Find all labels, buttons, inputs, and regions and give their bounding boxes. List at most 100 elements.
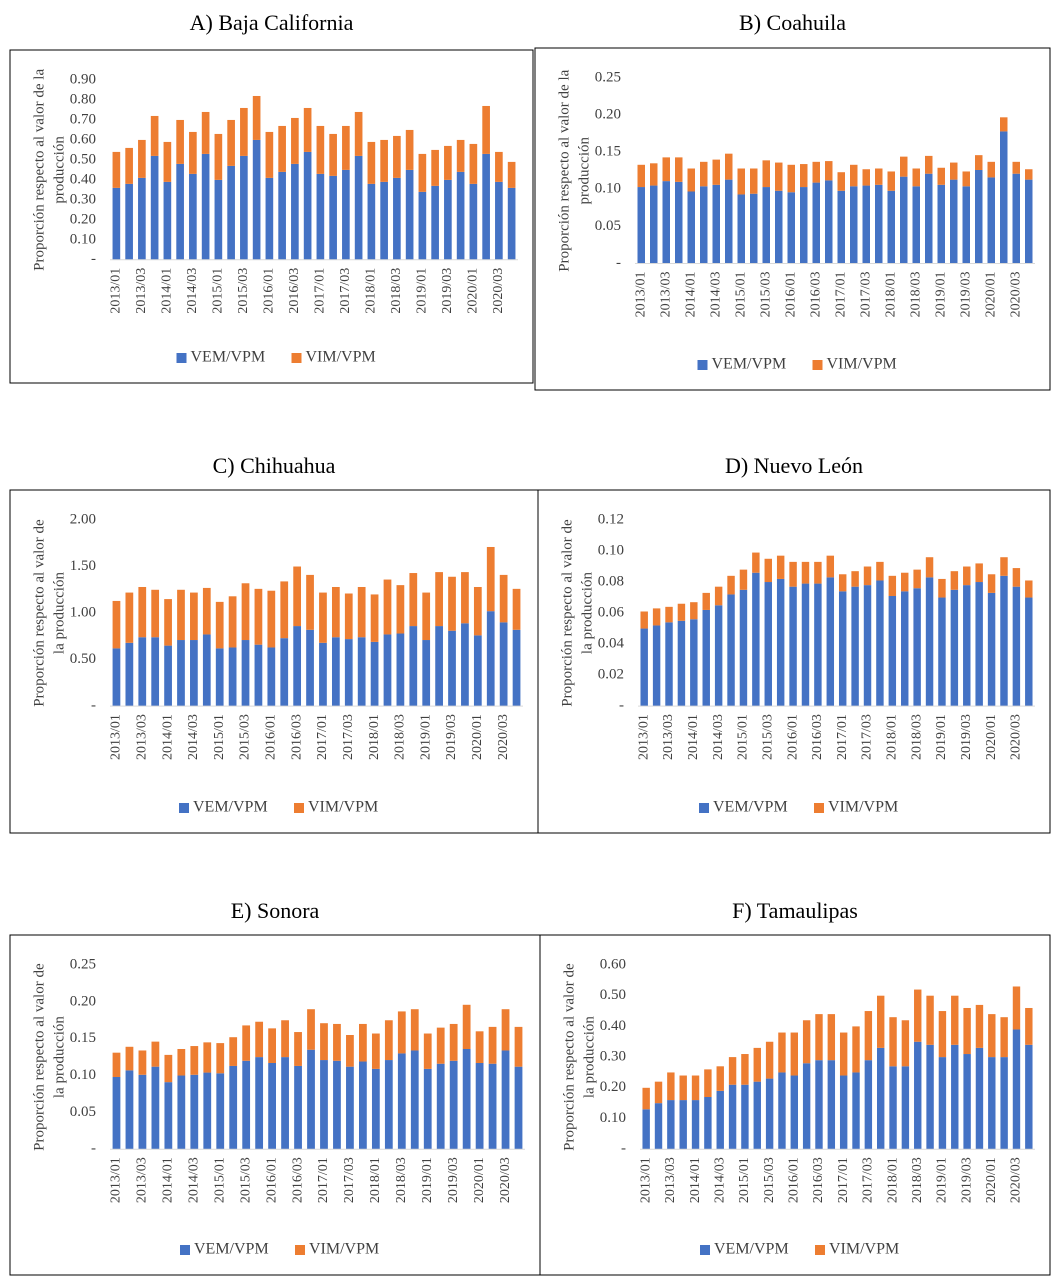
y-axis-label: Proporción respecto al valor de (561, 963, 577, 1151)
bar-segment (370, 594, 379, 642)
bar-segment (342, 169, 350, 260)
bar-segment (837, 172, 845, 191)
bar-segment (436, 1063, 445, 1150)
bar-segment (254, 588, 263, 645)
bar-segment (189, 131, 197, 174)
y-tick-label: 0.30 (600, 1049, 626, 1065)
bar-segment (307, 1009, 315, 1050)
bar-segment (422, 592, 431, 641)
x-tick-label: 2014/01 (161, 1157, 176, 1203)
bar-segment (750, 168, 758, 194)
legend-label: VEM/VPM (194, 1241, 269, 1258)
bar-segment (1012, 586, 1021, 707)
bar-segment (852, 1026, 860, 1073)
bar-segment (753, 1081, 761, 1150)
bar-segment (150, 115, 159, 156)
bar-segment (1012, 1029, 1021, 1150)
x-tick-label: 2016/01 (262, 268, 277, 314)
x-tick-label: 2015/03 (762, 1157, 777, 1203)
y-tick-label: 0.02 (598, 667, 624, 683)
bar-segment (267, 590, 276, 648)
bar-segment (357, 637, 366, 707)
bar-segment (294, 1065, 302, 1150)
bar-segment (150, 155, 159, 260)
legend-swatch (176, 353, 187, 363)
bar-segment (912, 168, 920, 187)
x-tick-label: 2013/03 (661, 714, 676, 760)
panel-border (539, 934, 1051, 1276)
bar-segment (214, 179, 223, 260)
bar-segment (281, 1020, 289, 1058)
x-tick-label: 2014/03 (186, 714, 201, 760)
bar-segment (331, 637, 340, 707)
bar-segment (700, 186, 708, 264)
bar-segment (662, 181, 670, 264)
x-tick-label: 2018/01 (367, 714, 382, 760)
bar-segment (837, 190, 845, 264)
y-tick-label: 1.00 (70, 604, 96, 620)
x-tick-label: 2017/03 (860, 714, 875, 760)
y-axis-label: producción (576, 136, 592, 204)
bar-segment (665, 622, 673, 707)
x-tick-label: 2013/01 (109, 1157, 124, 1203)
bar-segment (789, 586, 797, 707)
bar-segment (461, 623, 469, 707)
bar-segment (242, 1025, 251, 1061)
bar-segment (333, 1060, 341, 1150)
bar-segment (371, 1033, 380, 1069)
bar-segment (987, 177, 995, 264)
bar-segment (679, 1100, 687, 1150)
y-tick-label: 0.10 (70, 231, 96, 247)
x-tick-label: 2016/01 (785, 714, 800, 760)
chart-title: B) Coahuila (739, 10, 846, 35)
x-tick-label: 2015/03 (238, 714, 253, 760)
bar-segment (112, 648, 121, 707)
y-tick-label: 0.10 (70, 1067, 96, 1083)
y-tick-label: 2.00 (70, 511, 96, 527)
bar-segment (294, 1032, 302, 1066)
x-tick-label: 2015/01 (211, 268, 226, 314)
bar-segment (662, 157, 670, 182)
legend-label: VEM/VPM (193, 799, 268, 816)
x-tick-label: 2017/03 (342, 1157, 357, 1203)
bar-segment (762, 187, 770, 264)
bar-segment (482, 105, 490, 154)
bar-segment (329, 175, 337, 260)
x-tick-label: 2014/01 (160, 268, 175, 314)
bar-segment (1025, 580, 1033, 598)
bar-segment (125, 592, 134, 643)
panel-border (534, 47, 1051, 391)
bar-segment (354, 155, 363, 260)
bar-segment (1000, 1017, 1008, 1058)
bar-segment (486, 546, 495, 612)
bar-segment (975, 563, 983, 583)
x-tick-label: 2019/03 (446, 1157, 461, 1203)
bar-segment (913, 569, 921, 589)
bar-segment (765, 1041, 774, 1079)
bar-segment (691, 1100, 700, 1150)
bar-segment (789, 561, 797, 587)
bar-segment (473, 635, 482, 707)
bar-segment (1012, 986, 1021, 1030)
bar-segment (850, 164, 858, 187)
x-tick-label: 2015/03 (236, 268, 251, 314)
bar-segment (112, 1052, 121, 1077)
bar-segment (877, 995, 885, 1048)
bar-segment (189, 173, 197, 260)
bar-segment (367, 141, 376, 184)
bar-segment (329, 133, 337, 176)
bar-segment (888, 595, 897, 707)
y-tick-label: 0.12 (598, 511, 624, 527)
bar-segment (950, 162, 958, 180)
legend-label: VEM/VPM (191, 349, 266, 366)
chart-title: C) Chihuahua (213, 453, 336, 478)
x-tick-label: 2016/03 (810, 714, 825, 760)
bar-segment (303, 151, 312, 260)
bar-segment (677, 620, 686, 707)
bar-segment (815, 1014, 823, 1061)
bar-segment (291, 163, 299, 260)
bar-segment (987, 574, 996, 593)
bar-segment (462, 1004, 471, 1049)
bar-segment (448, 576, 456, 631)
bar-segment (741, 1054, 749, 1085)
